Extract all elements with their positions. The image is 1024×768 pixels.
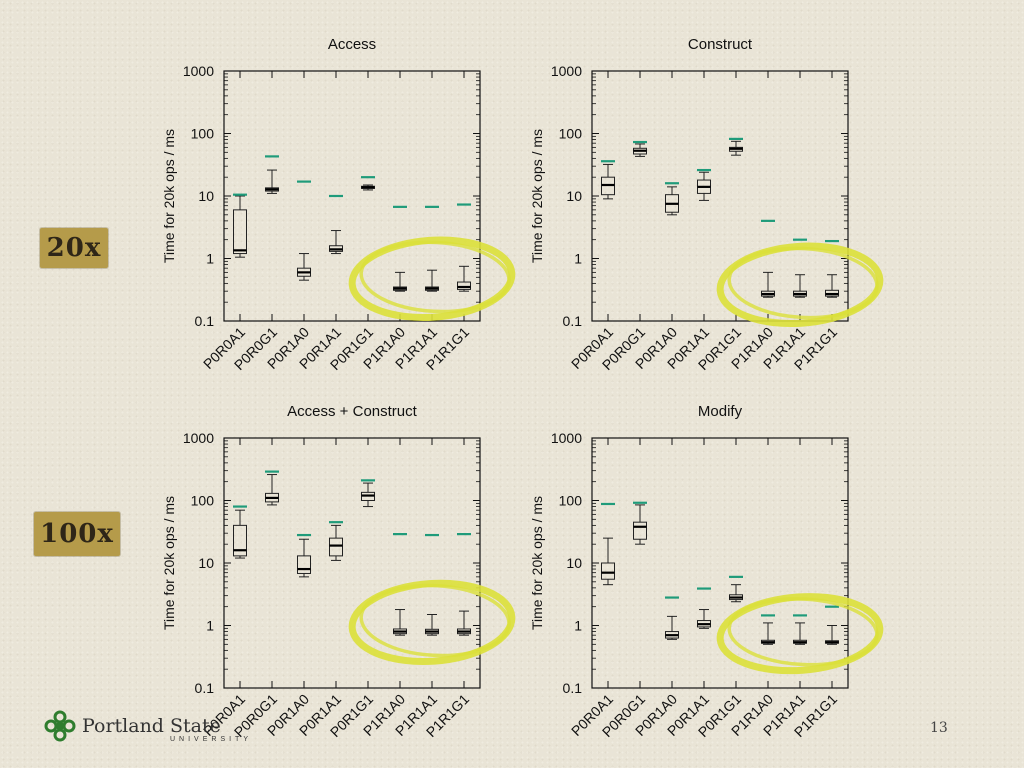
box-P1R1G1 (825, 625, 839, 645)
box-P1R1A0 (761, 622, 775, 645)
chart-panel: Construct 0.1 1 10 100 1000 Time for 20k ops /… (529, 36, 884, 373)
y-tick-label: 100 (191, 493, 215, 509)
iqr-box (233, 209, 247, 255)
box-P1R1A1 (793, 622, 807, 645)
y-tick-label: 0.1 (563, 313, 583, 329)
box-P0R1G1 (361, 482, 375, 508)
y-axis-label: Time for 20k ops / ms (161, 496, 177, 630)
y-tick-label: 10 (198, 188, 214, 204)
y-tick-label: 100 (191, 126, 215, 142)
box-P0R1A1 (329, 524, 343, 561)
iqr-box (633, 521, 647, 540)
box-P0R0G1 (633, 504, 647, 545)
y-tick-label: 10 (566, 555, 582, 571)
y-tick-label: 0.1 (195, 680, 215, 696)
highlight-ellipse-stroke (359, 240, 511, 314)
iqr-box (457, 281, 471, 290)
box-P1R1G1 (457, 265, 471, 292)
highlight-ellipse (348, 579, 516, 665)
highlight-ellipse-stroke (359, 583, 511, 658)
highlight-ellipse-stroke (727, 246, 879, 320)
box-P1R1A1 (793, 274, 807, 298)
chart-title: Access + Construct (287, 403, 417, 420)
y-tick-label: 10 (566, 188, 582, 204)
box-P0R1A1 (697, 609, 711, 629)
box-P0R0G1 (265, 169, 279, 194)
highlight-ellipse (716, 242, 884, 328)
iqr-box (297, 555, 311, 574)
y-tick-label: 1000 (183, 430, 214, 446)
y-tick-label: 1000 (551, 63, 582, 79)
box-P1R1A0 (393, 271, 407, 292)
highlight-ellipse-stroke (727, 597, 879, 667)
box-P1R1A0 (393, 609, 407, 636)
chart-panel: Access + Construct 0.1 1 10 100 1000 Time for … (161, 403, 516, 740)
y-tick-label: 1 (206, 618, 214, 634)
box-P0R1G1 (729, 584, 743, 603)
box-P1R1A1 (425, 269, 439, 292)
box-P0R1A1 (697, 171, 711, 201)
box-P0R1A0 (665, 615, 679, 640)
y-axis-label: Time for 20k ops / ms (529, 129, 545, 263)
iqr-box (601, 562, 615, 580)
box-P0R0G1 (633, 143, 647, 157)
box-P1R1G1 (825, 274, 839, 298)
university-logo: Portland State UNIVERSITY (44, 710, 248, 743)
y-axis-label: Time for 20k ops / ms (529, 496, 545, 630)
y-tick-label: 1 (574, 618, 582, 634)
box-P0R1A0 (297, 253, 311, 281)
box-P1R1A0 (761, 271, 775, 298)
logo-name: Portland State (82, 715, 221, 737)
box-P0R1G1 (361, 184, 375, 191)
plot-frame (591, 437, 849, 689)
chart-title: Access (328, 36, 376, 53)
chart-panel: Access 0.1 1 10 100 1000 Time for 20k ops / ms… (161, 36, 516, 373)
plot-frame (223, 437, 481, 689)
y-axis-label: Time for 20k ops / ms (161, 129, 177, 263)
page-number: 13 (930, 720, 948, 736)
y-tick-label: 0.1 (195, 313, 215, 329)
box-P0R0A1 (601, 163, 615, 200)
speedup-badge-20x: 20x (40, 228, 108, 268)
box-P1R1A1 (425, 613, 439, 636)
speedup-badge-100x: 100x (34, 512, 120, 556)
box-P0R0A1 (233, 195, 247, 258)
logo-subtitle: UNIVERSITY (170, 736, 253, 743)
y-tick-label: 1 (574, 251, 582, 267)
box-P0R1A0 (665, 186, 679, 216)
y-tick-label: 100 (559, 126, 583, 142)
chart-title: Construct (688, 36, 753, 53)
logo-cross-icon (44, 710, 76, 742)
y-tick-label: 0.1 (563, 680, 583, 696)
box-P0R1G1 (729, 140, 743, 156)
y-tick-label: 1000 (551, 430, 582, 446)
y-tick-label: 1000 (183, 63, 214, 79)
box-P0R0G1 (265, 474, 279, 506)
y-tick-label: 1 (206, 251, 214, 267)
highlight-ellipse (716, 593, 884, 675)
highlight-ellipse (348, 236, 516, 321)
box-P0R1A0 (297, 538, 311, 578)
box-P0R1A1 (329, 230, 343, 255)
box-P1R1G1 (457, 610, 471, 636)
y-tick-label: 10 (198, 555, 214, 571)
box-P0R0A1 (601, 537, 615, 586)
iqr-box (233, 524, 247, 557)
y-tick-label: 100 (559, 493, 583, 509)
box-P0R0A1 (233, 509, 247, 559)
chart-title: Modify (698, 403, 743, 420)
iqr-box (329, 537, 343, 557)
chart-panel: Modify 0.1 1 10 100 1000 Time for 20k ops / ms… (529, 403, 884, 740)
